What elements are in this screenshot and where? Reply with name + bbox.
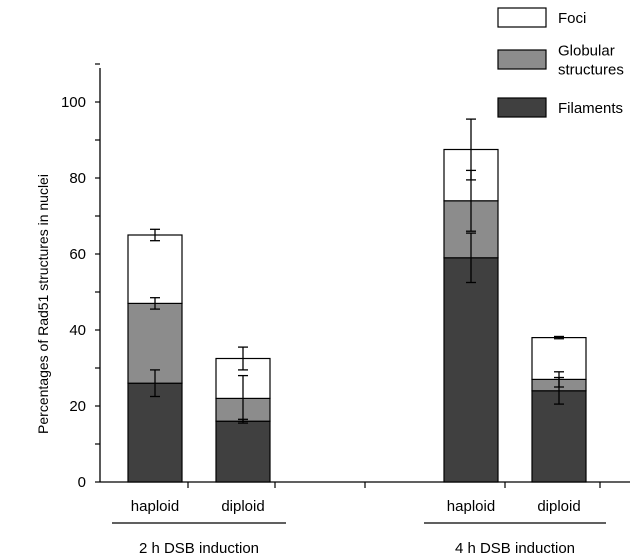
y-axis-label: Percentages of Rad51 structures in nucle… [35,174,51,434]
legend-label: Filaments [558,100,623,117]
legend-swatch-filaments [497,97,547,118]
category-label: haploid [447,498,495,515]
bar-segment-filaments [215,420,271,483]
category-label: diploid [537,498,580,515]
bar-segment-filaments [443,257,499,483]
error-bars-layer [150,118,564,424]
legend-label: Globular [558,43,615,60]
y-tick-label: 40 [69,322,86,339]
legend-swatch-globular-structures [497,49,547,70]
y-tick-label: 60 [69,246,86,263]
y-tick-label: 20 [69,398,86,415]
y-tick-label: 0 [78,474,86,491]
group-label: 2 h DSB induction [139,540,259,557]
category-label: haploid [131,498,179,515]
labels-layer: 0 20 40 60 80 100 haploid diploid haploid diploid… [61,94,581,557]
bars-layer [127,148,587,483]
legend-swatch-foci [497,7,547,28]
category-label: diploid [221,498,264,515]
bar-segment-foci [127,234,183,305]
legend-label: Foci [558,10,586,27]
bar-segment-filaments [127,382,183,483]
group-label: 4 h DSB induction [455,540,575,557]
legend-label: structures [558,62,624,79]
y-tick-label: 100 [61,94,86,111]
y-tick-label: 80 [69,170,86,187]
legend: Foci Globular structures Filaments [497,7,624,118]
